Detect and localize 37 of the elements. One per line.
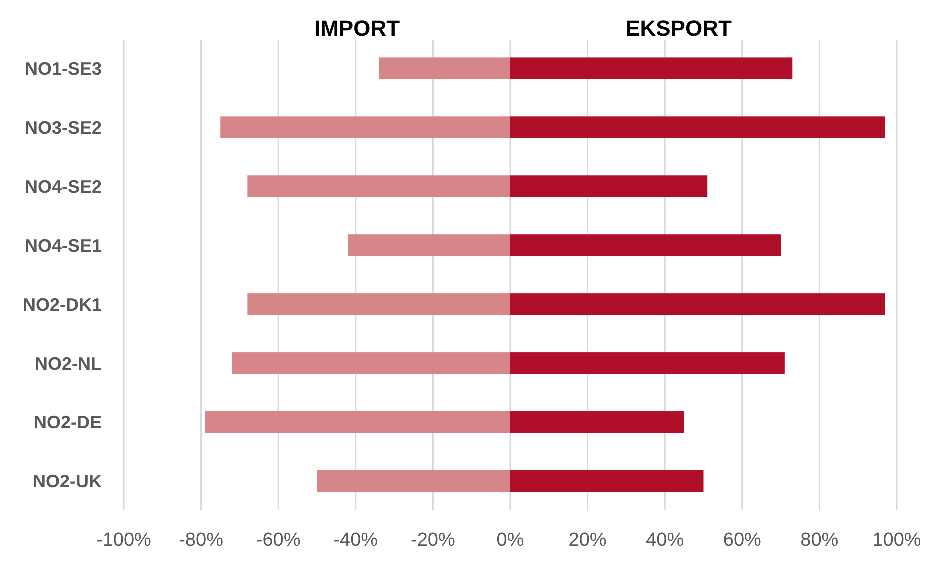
x-tick-label: 40% <box>646 530 684 551</box>
x-tick-label: 100% <box>872 530 922 551</box>
y-tick-label: NO2-UK <box>32 472 102 492</box>
bar <box>317 470 510 492</box>
bar <box>232 352 510 374</box>
series-label: EKSPORT <box>626 16 732 41</box>
bar <box>248 294 510 316</box>
y-tick-label: NO2-DE <box>34 412 102 433</box>
bar <box>510 116 886 138</box>
y-tick-label: NO1-SE3 <box>24 58 102 79</box>
bar <box>510 58 793 80</box>
bar <box>510 412 684 434</box>
x-tick-label: 60% <box>723 530 762 551</box>
x-tick-label: -80% <box>179 530 224 551</box>
x-tick-label: 20% <box>568 530 607 551</box>
bar <box>510 352 785 374</box>
x-tick-label: -20% <box>411 530 456 551</box>
y-tick-label: NO3-SE2 <box>24 118 102 138</box>
bar <box>510 470 704 492</box>
series-label: IMPORT <box>314 16 401 41</box>
bar <box>379 58 510 80</box>
bar <box>510 294 886 316</box>
bar <box>348 234 510 256</box>
y-tick-label: NO2-NL <box>35 354 102 374</box>
x-tick-label: -100% <box>96 530 152 551</box>
bar <box>220 116 510 138</box>
x-tick-label: 80% <box>800 530 839 551</box>
x-tick-label: -40% <box>334 530 378 551</box>
x-tick-label: -60% <box>256 530 301 551</box>
bar <box>205 412 510 434</box>
y-tick-label: NO2-DK1 <box>22 294 102 315</box>
bar <box>510 234 782 256</box>
bar <box>248 176 510 198</box>
y-tick-label: NO4-SE1 <box>24 236 102 256</box>
y-tick-label: NO4-SE2 <box>24 176 102 197</box>
x-tick-label: 0% <box>496 530 524 551</box>
bar <box>510 176 708 198</box>
